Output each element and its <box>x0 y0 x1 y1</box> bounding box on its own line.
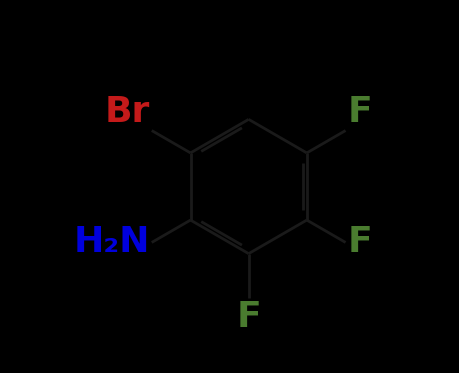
Text: F: F <box>236 300 260 334</box>
Text: F: F <box>347 95 371 129</box>
Text: H₂N: H₂N <box>73 225 150 260</box>
Text: Br: Br <box>104 95 150 129</box>
Text: F: F <box>347 225 371 260</box>
